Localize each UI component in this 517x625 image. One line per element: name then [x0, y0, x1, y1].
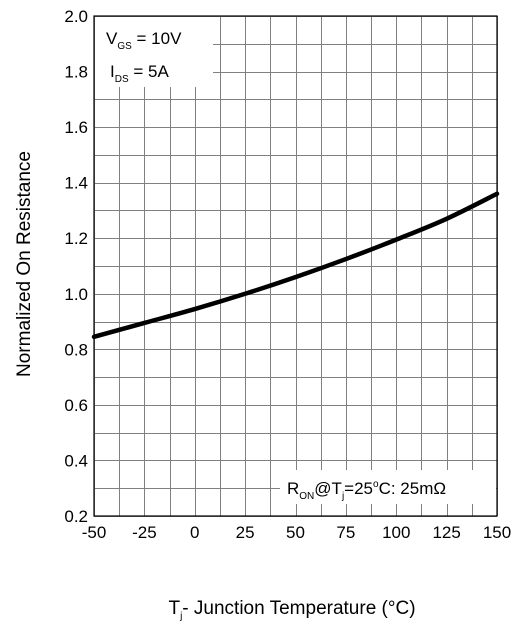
- y-tick-label: 0.2: [64, 507, 88, 526]
- y-tick-label: 0.4: [64, 451, 88, 470]
- y-tick-label: 1.2: [64, 229, 88, 248]
- y-tick-label: 1.8: [64, 63, 88, 82]
- x-tick-label: 125: [432, 523, 460, 542]
- x-axis-title: Tj- Junction Temperature (°C): [168, 598, 415, 622]
- y-tick-label: 0.6: [64, 396, 88, 415]
- y-axis-title: Normalized On Resistance: [14, 151, 35, 377]
- x-tick-label: 25: [236, 523, 255, 542]
- ron-note: RON@Tj=25oC: 25mΩ: [287, 479, 446, 502]
- plot-frame: [93, 15, 498, 517]
- condition-vgs: VGS = 10V: [106, 29, 182, 52]
- x-tick-label: 0: [190, 523, 199, 542]
- x-tick-labels: -50 -25 0 25 50 75 100 125 150: [82, 523, 511, 542]
- y-tick-label: 0.8: [64, 340, 88, 359]
- condition-ids: IDS = 5A: [110, 62, 169, 85]
- x-tick-label: -50: [82, 523, 107, 542]
- conditions-box: [95, 17, 213, 87]
- x-tick-label: 100: [382, 523, 410, 542]
- x-tick-label: 50: [286, 523, 305, 542]
- x-tick-label: 75: [336, 523, 355, 542]
- series-line: [91, 191, 500, 340]
- note-box: [280, 470, 496, 504]
- x-tick-label: 150: [483, 523, 511, 542]
- x-tick-label: -25: [132, 523, 157, 542]
- y-tick-label: 2.0: [64, 7, 88, 26]
- grid: [94, 16, 498, 517]
- y-tick-labels: 0.2 0.4 0.6 0.8 1.0 1.2 1.4 1.6 1.8 2.0: [64, 7, 88, 526]
- y-tick-label: 1.6: [64, 118, 88, 137]
- y-tick-label: 1.4: [64, 174, 88, 193]
- y-tick-label: 1.0: [64, 285, 88, 304]
